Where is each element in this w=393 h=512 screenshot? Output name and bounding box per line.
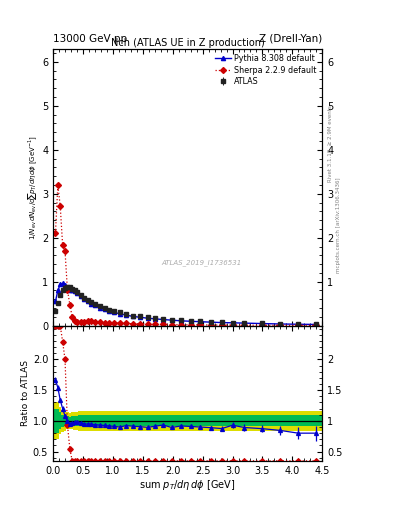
Pythia 8.308 default (296, 321, 301, 327)
Y-axis label: $1/N_\mathrm{ev}\,dN_\mathrm{ev}/d\!\sum\!p_T/d\eta d\phi\;[\mathrm{GeV}^{-1}]$: $1/N_\mathrm{ev}\,dN_\mathrm{ev}/d\!\sum… (26, 135, 39, 240)
Sherpa 2.2.9 default (68, 302, 72, 308)
Text: ATLAS_2019_I1736531: ATLAS_2019_I1736531 (161, 260, 241, 266)
Line: Sherpa 2.2.9 default: Sherpa 2.2.9 default (53, 183, 318, 328)
Sherpa 2.2.9 default (209, 322, 213, 328)
Text: Rivet 3.1.10, ≥ 2.9M events: Rivet 3.1.10, ≥ 2.9M events (328, 105, 333, 182)
Pythia 8.308 default (72, 288, 77, 294)
Sherpa 2.2.9 default (138, 321, 143, 327)
Pythia 8.308 default (58, 281, 62, 287)
Sherpa 2.2.9 default (93, 318, 97, 325)
Sherpa 2.2.9 default (179, 322, 184, 328)
Pythia 8.308 default (131, 313, 136, 319)
Title: Nch (ATLAS UE in Z production): Nch (ATLAS UE in Z production) (111, 38, 264, 48)
Pythia 8.308 default (314, 322, 319, 328)
Pythia 8.308 default (188, 318, 193, 324)
Sherpa 2.2.9 default (314, 323, 319, 329)
Pythia 8.308 default (93, 303, 97, 309)
Sherpa 2.2.9 default (161, 322, 165, 328)
Sherpa 2.2.9 default (85, 318, 90, 324)
Pythia 8.308 default (242, 320, 247, 326)
Line: Pythia 8.308 default: Pythia 8.308 default (53, 282, 318, 327)
Pythia 8.308 default (65, 285, 70, 291)
Sherpa 2.2.9 default (75, 318, 79, 325)
Text: mcplots.cern.ch [arXiv:1306.3436]: mcplots.cern.ch [arXiv:1306.3436] (336, 178, 341, 273)
Sherpa 2.2.9 default (112, 320, 116, 326)
Pythia 8.308 default (55, 287, 60, 293)
Sherpa 2.2.9 default (72, 318, 77, 324)
Pythia 8.308 default (112, 309, 116, 315)
Pythia 8.308 default (62, 282, 67, 288)
Sherpa 2.2.9 default (102, 319, 107, 326)
Sherpa 2.2.9 default (219, 322, 224, 328)
Sherpa 2.2.9 default (260, 322, 265, 328)
Sherpa 2.2.9 default (296, 322, 301, 328)
Text: Z (Drell-Yan): Z (Drell-Yan) (259, 33, 322, 44)
Sherpa 2.2.9 default (65, 287, 70, 293)
Sherpa 2.2.9 default (152, 321, 157, 327)
Pythia 8.308 default (219, 319, 224, 326)
Pythia 8.308 default (124, 312, 129, 318)
Pythia 8.308 default (70, 287, 75, 293)
Sherpa 2.2.9 default (89, 318, 94, 324)
Sherpa 2.2.9 default (55, 182, 60, 188)
Pythia 8.308 default (85, 298, 90, 305)
Pythia 8.308 default (97, 305, 102, 311)
Sherpa 2.2.9 default (230, 322, 235, 328)
Sherpa 2.2.9 default (97, 319, 102, 325)
Pythia 8.308 default (198, 318, 202, 325)
Pythia 8.308 default (260, 321, 265, 327)
Pythia 8.308 default (230, 319, 235, 326)
Sherpa 2.2.9 default (278, 322, 283, 328)
Sherpa 2.2.9 default (107, 319, 112, 326)
Pythia 8.308 default (145, 315, 150, 321)
Sherpa 2.2.9 default (124, 321, 129, 327)
Sherpa 2.2.9 default (53, 230, 58, 237)
Y-axis label: Ratio to ATLAS: Ratio to ATLAS (21, 360, 30, 426)
Pythia 8.308 default (53, 298, 58, 305)
Sherpa 2.2.9 default (145, 321, 150, 327)
Sherpa 2.2.9 default (188, 322, 193, 328)
Sherpa 2.2.9 default (118, 320, 122, 326)
Sherpa 2.2.9 default (62, 248, 67, 254)
Pythia 8.308 default (75, 290, 79, 296)
Pythia 8.308 default (89, 301, 94, 307)
Sherpa 2.2.9 default (169, 322, 174, 328)
Pythia 8.308 default (107, 308, 112, 314)
Pythia 8.308 default (102, 306, 107, 312)
Pythia 8.308 default (68, 287, 72, 293)
Pythia 8.308 default (138, 314, 143, 321)
Pythia 8.308 default (60, 281, 65, 287)
Sherpa 2.2.9 default (58, 203, 62, 209)
Legend: Pythia 8.308 default, Sherpa 2.2.9 default, ATLAS: Pythia 8.308 default, Sherpa 2.2.9 defau… (213, 53, 318, 88)
Sherpa 2.2.9 default (198, 322, 202, 328)
Pythia 8.308 default (179, 318, 184, 324)
Sherpa 2.2.9 default (60, 242, 65, 248)
Pythia 8.308 default (78, 293, 83, 299)
Pythia 8.308 default (209, 319, 213, 325)
Pythia 8.308 default (118, 311, 122, 317)
Pythia 8.308 default (169, 317, 174, 323)
Pythia 8.308 default (152, 316, 157, 322)
Pythia 8.308 default (278, 321, 283, 327)
Text: 13000 GeV pp: 13000 GeV pp (53, 33, 127, 44)
Pythia 8.308 default (82, 296, 86, 302)
Sherpa 2.2.9 default (82, 318, 86, 325)
X-axis label: sum $p_T/d\eta\,d\phi$ [GeV]: sum $p_T/d\eta\,d\phi$ [GeV] (140, 478, 236, 493)
Pythia 8.308 default (161, 316, 165, 323)
Sherpa 2.2.9 default (70, 314, 75, 320)
Sherpa 2.2.9 default (131, 321, 136, 327)
Sherpa 2.2.9 default (78, 319, 83, 325)
Sherpa 2.2.9 default (242, 322, 247, 328)
